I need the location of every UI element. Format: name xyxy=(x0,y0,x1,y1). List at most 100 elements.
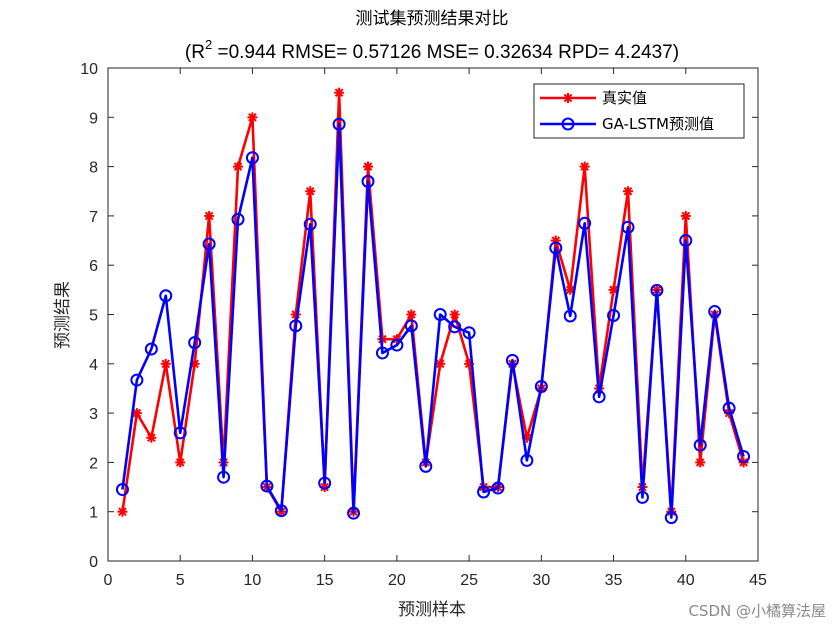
data-point xyxy=(406,309,417,320)
y-tick-label: 3 xyxy=(89,406,98,423)
data-point xyxy=(578,216,592,230)
data-point xyxy=(260,479,274,493)
data-point xyxy=(491,481,505,495)
legend-entry: GA-LSTM预测值 xyxy=(540,115,714,133)
data-point xyxy=(435,358,446,369)
data-point xyxy=(549,241,563,255)
chart-title: 测试集预测结果对比 xyxy=(356,9,509,29)
y-tick-label: 4 xyxy=(89,357,98,374)
data-point xyxy=(289,319,303,333)
data-point xyxy=(245,151,259,165)
data-point xyxy=(635,490,649,504)
x-tick-label: 5 xyxy=(176,572,185,589)
data-point xyxy=(534,379,548,393)
subtitle-superscript: 2 xyxy=(205,37,212,52)
legend: 真实值 GA-LSTM预测值 xyxy=(533,83,745,139)
plot-area xyxy=(108,68,758,561)
legend-marker xyxy=(561,117,575,131)
legend-label: 真实值 xyxy=(602,89,647,107)
data-point xyxy=(390,338,404,352)
x-tick-label: 0 xyxy=(104,572,113,589)
data-point xyxy=(449,309,460,320)
data-point xyxy=(592,390,606,404)
plot-frame xyxy=(107,67,759,562)
data-point xyxy=(144,342,158,356)
watermark: CSDN @小橘算法屋 xyxy=(688,602,826,620)
data-point xyxy=(332,117,346,131)
chart-subtitle: (R2 =0.944 RMSE= 0.57126 MSE= 0.32634 RP… xyxy=(185,37,679,63)
data-point xyxy=(433,308,447,321)
series-line xyxy=(121,122,745,519)
subtitle-metrics: =0.944 RMSE= 0.57126 MSE= 0.32634 RPD= 4… xyxy=(212,42,679,63)
data-point xyxy=(363,161,373,172)
y-tick-label: 7 xyxy=(89,209,98,226)
data-point xyxy=(347,506,361,520)
x-tick-label: 35 xyxy=(605,572,623,589)
data-point xyxy=(117,506,128,517)
y-tick-label: 6 xyxy=(89,258,98,275)
x-tick-label: 15 xyxy=(316,572,334,589)
data-point xyxy=(175,457,186,468)
data-point xyxy=(679,234,693,248)
data-point xyxy=(477,485,491,499)
series-layer xyxy=(115,87,751,525)
data-point xyxy=(361,174,375,188)
data-point xyxy=(247,112,258,123)
y-tick-label: 8 xyxy=(89,160,98,177)
x-tick-label: 40 xyxy=(677,572,695,589)
data-point xyxy=(204,210,215,221)
data-point xyxy=(160,358,171,369)
data-point xyxy=(664,511,678,525)
data-point xyxy=(693,438,707,452)
data-point xyxy=(505,353,519,367)
data-point xyxy=(217,470,231,484)
y-tick-label: 5 xyxy=(89,308,98,325)
data-point xyxy=(231,212,245,226)
subtitle-prefix: (R xyxy=(185,42,205,63)
data-point xyxy=(680,210,691,221)
data-point xyxy=(623,186,633,197)
data-point xyxy=(607,308,621,322)
x-tick-label: 10 xyxy=(244,572,262,589)
data-point xyxy=(274,504,288,518)
y-axis-label: 预测结果 xyxy=(53,281,73,349)
data-point xyxy=(318,476,332,490)
y-tick-label: 9 xyxy=(89,110,98,127)
data-point xyxy=(448,320,462,334)
data-point xyxy=(722,401,736,415)
data-point xyxy=(146,432,157,443)
data-point xyxy=(334,87,345,98)
data-point xyxy=(173,426,187,440)
data-point xyxy=(188,336,202,350)
x-tick-label: 20 xyxy=(388,572,406,589)
data-point xyxy=(695,457,706,468)
legend-entry: 真实值 xyxy=(540,89,647,107)
data-point xyxy=(462,326,476,340)
data-point xyxy=(579,161,590,172)
data-point xyxy=(520,453,534,467)
x-axis-label: 预测样本 xyxy=(398,600,466,620)
data-point xyxy=(202,237,216,251)
data-point xyxy=(404,319,418,333)
data-point xyxy=(130,373,144,387)
data-point xyxy=(159,289,173,303)
data-point xyxy=(650,283,664,297)
legend-marker xyxy=(563,93,573,103)
data-point xyxy=(233,161,243,172)
data-point xyxy=(305,186,316,197)
data-point xyxy=(563,309,577,323)
data-point xyxy=(303,217,317,231)
data-point xyxy=(419,459,433,473)
data-point xyxy=(621,220,635,234)
x-tick-label: 25 xyxy=(460,572,478,589)
legend-label: GA-LSTM预测值 xyxy=(602,115,714,133)
data-point xyxy=(115,483,129,497)
x-tick-label: 45 xyxy=(749,572,767,589)
series-2 xyxy=(115,117,751,525)
y-tick-label: 1 xyxy=(89,505,98,522)
data-point xyxy=(375,346,389,360)
x-tick-label: 30 xyxy=(532,572,550,589)
data-point xyxy=(737,449,751,463)
